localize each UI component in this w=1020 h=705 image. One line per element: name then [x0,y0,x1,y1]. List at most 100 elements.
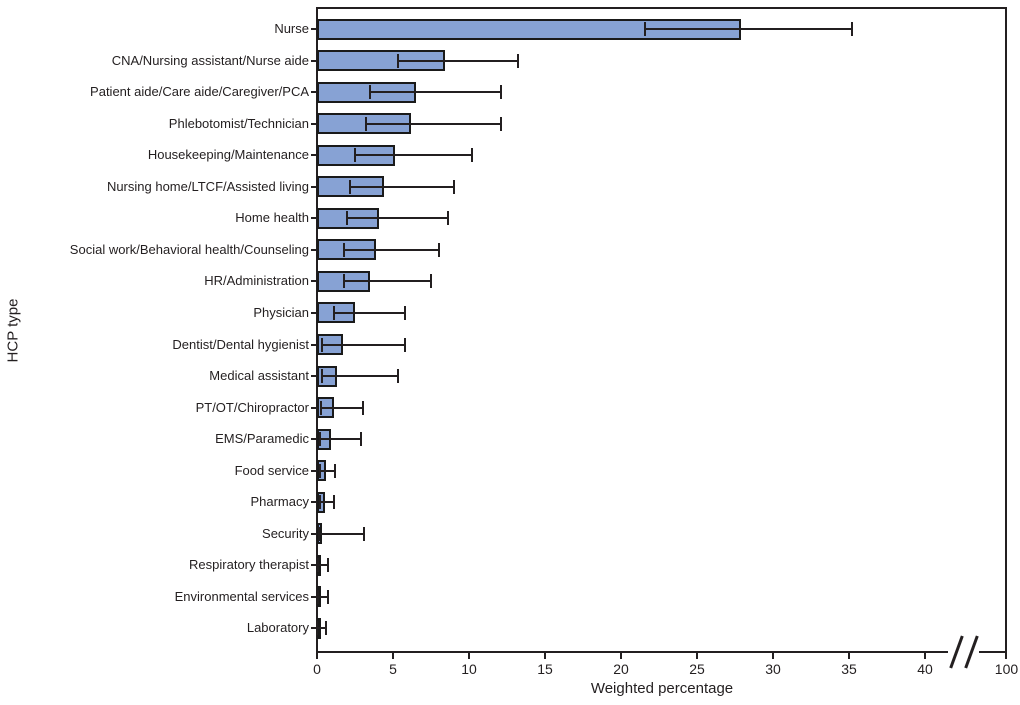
error-bar-cap-high [332,495,335,510]
error-bar-whisker [344,280,431,283]
error-bar-cap-low [316,621,318,636]
y-axis-tick [311,627,317,630]
error-bar-cap-high [499,116,502,131]
category-label: Nursing home/LTCF/Assisted living [106,178,309,194]
error-bar-whisker [318,532,365,535]
error-bar-cap-high [361,400,364,415]
y-axis-tick [311,501,317,504]
error-bar-cap-low [354,148,356,163]
y-axis-tick [311,469,317,472]
plot-frame-top [316,7,1007,9]
error-bar-whisker [320,501,334,504]
x-axis-line-left-segment [316,651,948,653]
category-label: Patient aide/Care aide/Caregiver/PCA [90,84,309,100]
category-label: Nurse [274,21,309,36]
error-bar-whisker [333,311,406,314]
error-bar-cap-low [332,305,335,320]
x-axis-tick [924,652,926,659]
y-axis-tick [311,185,317,188]
y-axis-tick [311,122,317,125]
category-label: Medical assistant [209,368,309,384]
x-axis-tick-label: 25 [689,661,705,677]
category-label: Environmental services [174,588,309,604]
error-bar-whisker [317,627,327,630]
error-bar-cap-low [319,463,322,478]
error-bar-cap-high [334,463,337,478]
error-bar-cap-low [319,400,322,415]
error-bar-cap-high [471,148,474,163]
error-bar-cap-high [430,274,432,289]
error-bar-cap-high [851,22,854,36]
error-bar-cap-high [499,85,502,100]
error-bar-cap-low [644,22,647,36]
category-label: Security [262,525,309,541]
category-label: Social work/Behavioral health/Counseling [69,241,309,257]
x-axis-tick-label: 20 [613,661,629,677]
x-axis-tick-label: 100 [994,661,1019,677]
y-axis-tick [311,280,317,283]
x-axis-tick [544,652,546,659]
y-axis-tick [311,343,317,346]
category-label: Phlebotomist/Technician [168,115,309,131]
error-bar-cap-low [319,432,322,447]
error-bar-cap-low [396,53,399,68]
category-label: Laboratory [246,620,309,636]
category-label: HR/Administration [204,273,309,289]
y-axis-tick [311,438,317,441]
error-bar-cap-high [437,242,440,257]
error-bar-cap-low [316,558,319,573]
y-axis-tick [311,248,317,251]
y-axis-tick [311,375,317,378]
y-axis-tick [311,217,317,220]
error-bar-cap-high [404,337,407,352]
error-bar-whisker [320,406,363,409]
error-bar-cap-low [343,274,346,289]
y-axis-tick [311,532,317,535]
category-label: Pharmacy [250,494,309,510]
error-bar-cap-low [364,116,367,131]
y-axis-tick [311,154,317,157]
error-bar-whisker [347,217,448,220]
x-axis-tick [620,652,622,659]
category-label: CNA/Nursing assistant/Nurse aide [111,52,309,68]
error-bar-cap-high [404,305,407,320]
error-bar-whisker [355,154,473,157]
error-bar-whisker [344,248,439,251]
category-label: Dentist/Dental hygienist [172,336,309,352]
x-axis-tick-label: 30 [765,661,781,677]
error-bar-whisker [365,122,501,125]
error-bar-cap-high [446,211,449,226]
error-bar-cap-low [369,85,372,100]
x-axis-tick-label: 15 [537,661,553,677]
error-bar-cap-low [316,589,319,604]
plot-frame-right [1005,7,1007,653]
plot-frame-left-y-axis [316,7,318,653]
x-axis-line-right-segment [979,651,1007,653]
x-axis-tick-label: 10 [461,661,477,677]
x-axis-tick [468,652,470,659]
error-bar-whisker [350,185,454,188]
y-axis-tick [311,564,317,567]
error-bar-cap-low [320,369,323,384]
error-bar-whisker [317,564,328,567]
error-bar-cap-low [343,242,346,257]
x-axis-tick [848,652,850,659]
error-bar-cap-high [396,369,399,384]
error-bar-whisker [321,375,398,378]
y-axis-tick [311,311,317,314]
category-label: Respiratory therapist [189,557,309,573]
error-bar-whisker [370,91,501,94]
error-bar-cap-low [319,495,322,510]
error-bar-cap-high [452,179,455,194]
error-bar-whisker [320,438,362,441]
category-label: Home health [235,210,309,226]
error-bar-cap-high [363,526,366,541]
x-axis-tick [696,652,698,659]
error-bar-whisker [321,343,406,346]
error-bar-cap-high [360,432,363,447]
error-bar-cap-high [326,589,329,604]
y-axis-tick [311,28,317,30]
x-axis-tick [316,652,318,659]
x-axis-tick [1005,652,1008,659]
